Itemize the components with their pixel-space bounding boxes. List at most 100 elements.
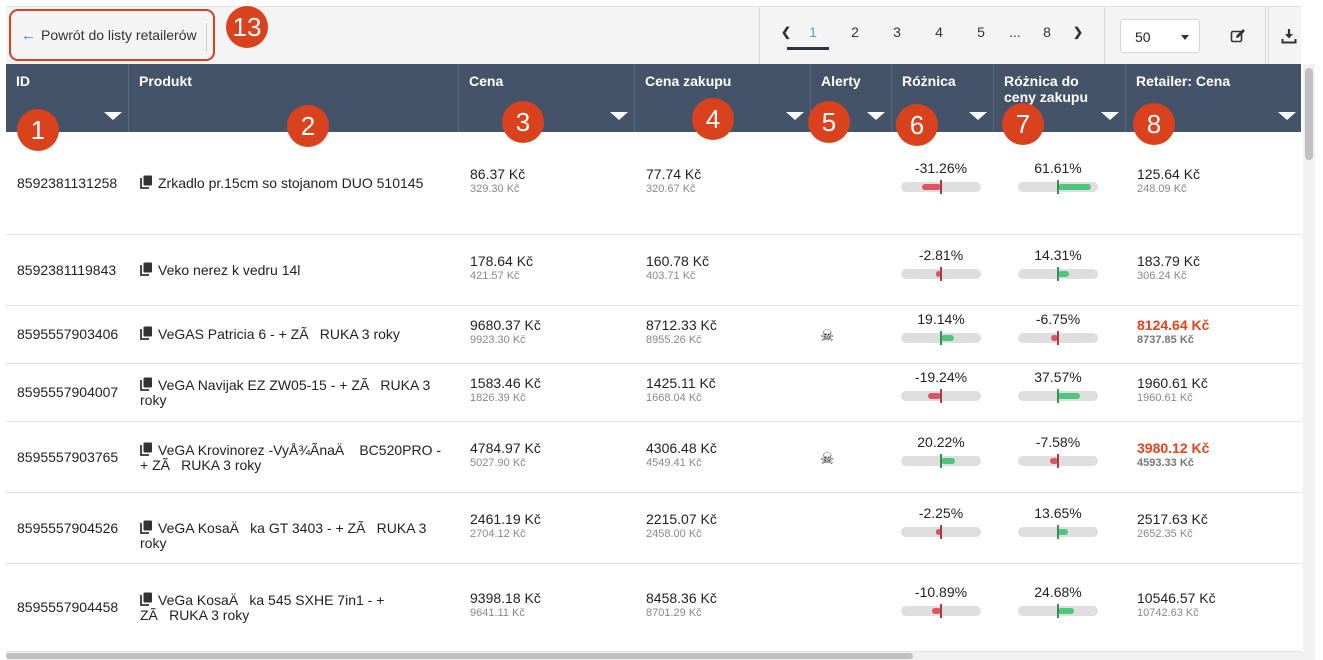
skull-icon: ☠: [820, 328, 835, 345]
page-2[interactable]: 2: [851, 24, 859, 40]
product-name[interactable]: VeGa KosaÄka 545 SXHE 7in1 - + ZÃRUKA …: [140, 592, 385, 623]
per-page-select[interactable]: 50: [1120, 19, 1200, 53]
difference-bar-zero-tick: [1057, 179, 1059, 194]
product-name-cell: VeGA KosaÄka GT 3403 - + ZÃRUKA 3 roky: [140, 520, 450, 550]
purchase-price-value: 2215.07 Kč: [646, 510, 717, 527]
purchase-price-cell: 8458.36 Kč 8701.29 Kč: [646, 590, 717, 619]
copy-icon[interactable]: [140, 262, 153, 278]
retailer-price-subvalue: 10742.63 Kč: [1137, 607, 1199, 619]
difference-bar-fill: [941, 457, 955, 464]
difference-bar-zero-tick: [940, 331, 942, 345]
column-id[interactable]: ID: [6, 64, 129, 132]
chevron-right-icon[interactable]: ❯: [1073, 25, 1084, 39]
column-label: Alerty: [821, 73, 861, 89]
vertical-scroll-thumb[interactable]: [1305, 68, 1313, 160]
column-purchase-price[interactable]: Cena zakupu: [635, 64, 811, 132]
product-name[interactable]: VeGAS Patricia 6 - + ZÃRUKA 3 roky: [158, 326, 400, 342]
filter-triangle-icon[interactable]: [1278, 112, 1296, 120]
back-button-label: Powrót do listy retailerów: [41, 27, 197, 43]
chevron-left-icon[interactable]: ❮: [781, 25, 792, 39]
copy-icon[interactable]: [140, 520, 153, 536]
difference-value: 19.14%: [917, 311, 965, 327]
product-name[interactable]: Zrkadlo pr.15cm so stojanom DUO 510145: [158, 174, 424, 191]
page-8[interactable]: 8: [1043, 24, 1051, 40]
purchase-price-subvalue: 403.71 Kč: [646, 269, 696, 282]
table-row[interactable]: 8595557904458 VeGa KosaÄka 545 SXHE 7in1…: [6, 564, 1301, 652]
pagination: [759, 7, 1105, 65]
purchase-price-subvalue: 2458.00 Kč: [646, 527, 702, 540]
purchase-price-subvalue: 1668.04 Kč: [646, 392, 702, 404]
table-row[interactable]: 8592381119843 Veko nerez k vedru 14l 178.6…: [6, 235, 1301, 306]
difference-bar-fill: [1058, 270, 1069, 277]
filter-triangle-icon[interactable]: [867, 112, 885, 120]
filter-triangle-icon[interactable]: [610, 112, 628, 120]
column-price[interactable]: Cena: [459, 64, 635, 132]
filter-triangle-icon[interactable]: [969, 112, 987, 120]
purchase-price-cell: 2215.07 Kč 2458.00 Kč: [646, 511, 717, 540]
table-row[interactable]: 8595557904526 VeGA KosaÄka GT 3403 - + Z…: [6, 493, 1301, 564]
purchase-price-cell: 1425.11 Kč 1668.04 Kč: [646, 375, 716, 404]
copy-icon[interactable]: [140, 175, 153, 191]
difference-cell: -2.81%: [899, 247, 983, 281]
download-button[interactable]: [1268, 7, 1308, 65]
table-row[interactable]: 8592381131258 Zrkadlo pr.15cm so stojanom…: [6, 132, 1301, 235]
difference-bar: [1018, 331, 1098, 345]
table-row[interactable]: 8595557903406 VeGAS Patricia 6 - + ZÃRUK…: [6, 306, 1301, 364]
edit-button[interactable]: [1220, 7, 1256, 65]
price-cell: 86.37 Kč 329.30 Kč: [470, 166, 525, 195]
difference-bar-fill: [1050, 335, 1058, 341]
page-3[interactable]: 3: [893, 24, 901, 40]
filter-triangle-icon[interactable]: [104, 112, 122, 120]
filter-triangle-icon[interactable]: [786, 112, 804, 120]
purchase-price-value: 4306.48 Kč: [646, 439, 717, 456]
horizontal-scrollbar[interactable]: [6, 652, 1315, 660]
difference-bar-zero-tick: [1057, 331, 1059, 345]
difference-cell: 19.14%: [899, 311, 983, 345]
column-difference-purchase[interactable]: Różnica do ceny zakupu: [994, 64, 1126, 132]
product-name[interactable]: Veko nerez k vedru 14l: [158, 261, 301, 278]
product-id: 8595557904526: [17, 519, 119, 536]
copy-icon[interactable]: [140, 326, 153, 342]
table-row[interactable]: 8595557903765 VeGA Krovinorez -VyÅ¾ÃnaÄ …: [6, 422, 1301, 493]
page-1[interactable]: 1: [809, 24, 817, 40]
filter-triangle-icon[interactable]: [1101, 112, 1119, 120]
product-name-cell: Veko nerez k vedru 14l: [140, 262, 450, 278]
purchase-price-subvalue: 8701.29 Kč: [646, 607, 702, 619]
retailer-price-value: 125.64 Kč: [1137, 165, 1201, 182]
column-difference[interactable]: Różnica: [892, 64, 994, 132]
difference-value: -19.24%: [914, 369, 968, 385]
page-5[interactable]: 5: [977, 24, 985, 40]
difference-bar: [901, 604, 981, 618]
product-name[interactable]: VeGA KosaÄka GT 3403 - + ZÃRUKA 3 roky: [140, 519, 427, 551]
column-retailer-price[interactable]: Retailer: Cena: [1126, 64, 1302, 132]
horizontal-scroll-thumb[interactable]: [6, 653, 913, 659]
retailer-price-subvalue: 2652.35 Kč: [1137, 527, 1193, 540]
table-row[interactable]: 8595557904007 VeGA Navijak EZ ZW05-15 - +…: [6, 364, 1301, 422]
copy-icon[interactable]: [140, 442, 153, 458]
product-name[interactable]: VeGA Navijak EZ ZW05-15 - + ZÃRUKA 3 ro…: [140, 377, 431, 408]
column-alerts[interactable]: Alerty: [811, 64, 892, 132]
copy-icon[interactable]: [140, 592, 153, 608]
price-value: 9398.18 Kč: [470, 590, 541, 606]
difference-bar: [901, 453, 981, 468]
product-name-cell: VeGA Krovinorez -VyÅ¾ÃnaÄ BC520PRO - + …: [140, 442, 450, 472]
difference-bar-zero-tick: [1057, 604, 1059, 618]
product-name[interactable]: VeGA Krovinorez -VyÅ¾ÃnaÄ BC520PRO - + …: [140, 441, 442, 473]
back-to-retailers-button[interactable]: ← Powrót do listy retailerów: [9, 9, 215, 61]
copy-icon[interactable]: [140, 377, 153, 393]
per-page-value: 50: [1135, 29, 1151, 45]
column-label: Cena zakupu: [645, 73, 732, 89]
difference-bar: [1018, 604, 1098, 618]
price-value: 86.37 Kč: [470, 165, 526, 182]
price-subvalue: 329.30 Kč: [470, 182, 520, 195]
difference-bar: [901, 179, 981, 194]
difference-cell: -10.89%: [899, 584, 983, 618]
price-subvalue: 9641.11 Kč: [470, 607, 525, 619]
vertical-scrollbar[interactable]: [1303, 64, 1315, 652]
column-product[interactable]: Produkt: [129, 64, 459, 132]
purchase-price-value: 1425.11 Kč: [646, 375, 716, 391]
column-label: Różnica do ceny zakupu: [1004, 73, 1089, 105]
retailer-price-value: 1960.61 Kč: [1137, 375, 1208, 391]
page-4[interactable]: 4: [935, 24, 943, 40]
